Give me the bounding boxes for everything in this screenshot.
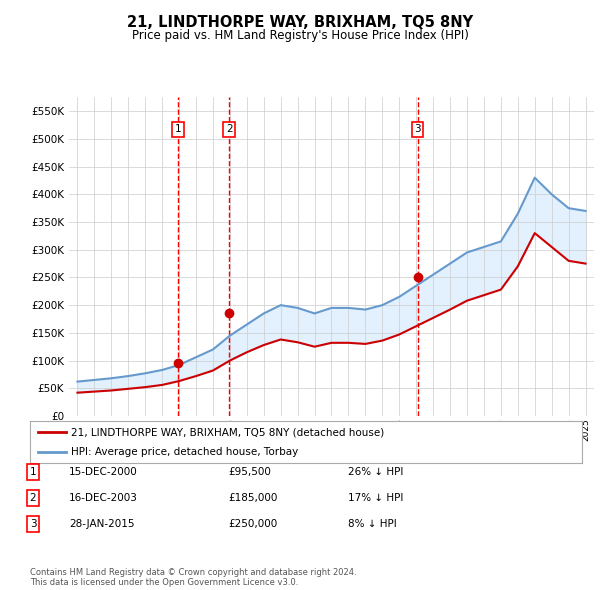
- Text: 26% ↓ HPI: 26% ↓ HPI: [348, 467, 403, 477]
- Text: Price paid vs. HM Land Registry's House Price Index (HPI): Price paid vs. HM Land Registry's House …: [131, 30, 469, 42]
- Text: 21, LINDTHORPE WAY, BRIXHAM, TQ5 8NY: 21, LINDTHORPE WAY, BRIXHAM, TQ5 8NY: [127, 15, 473, 30]
- Text: 8% ↓ HPI: 8% ↓ HPI: [348, 519, 397, 529]
- Text: 1: 1: [175, 124, 182, 134]
- Text: 1: 1: [29, 467, 37, 477]
- Text: Contains HM Land Registry data © Crown copyright and database right 2024.
This d: Contains HM Land Registry data © Crown c…: [30, 568, 356, 587]
- Text: 2: 2: [29, 493, 37, 503]
- Text: £185,000: £185,000: [228, 493, 277, 503]
- Text: 21, LINDTHORPE WAY, BRIXHAM, TQ5 8NY (detached house): 21, LINDTHORPE WAY, BRIXHAM, TQ5 8NY (de…: [71, 427, 385, 437]
- Text: 28-JAN-2015: 28-JAN-2015: [69, 519, 134, 529]
- Text: 3: 3: [29, 519, 37, 529]
- Text: HPI: Average price, detached house, Torbay: HPI: Average price, detached house, Torb…: [71, 447, 299, 457]
- Text: £95,500: £95,500: [228, 467, 271, 477]
- Text: 15-DEC-2000: 15-DEC-2000: [69, 467, 138, 477]
- Text: 2: 2: [226, 124, 232, 134]
- Text: £250,000: £250,000: [228, 519, 277, 529]
- Text: 16-DEC-2003: 16-DEC-2003: [69, 493, 138, 503]
- Text: 17% ↓ HPI: 17% ↓ HPI: [348, 493, 403, 503]
- Text: 3: 3: [414, 124, 421, 134]
